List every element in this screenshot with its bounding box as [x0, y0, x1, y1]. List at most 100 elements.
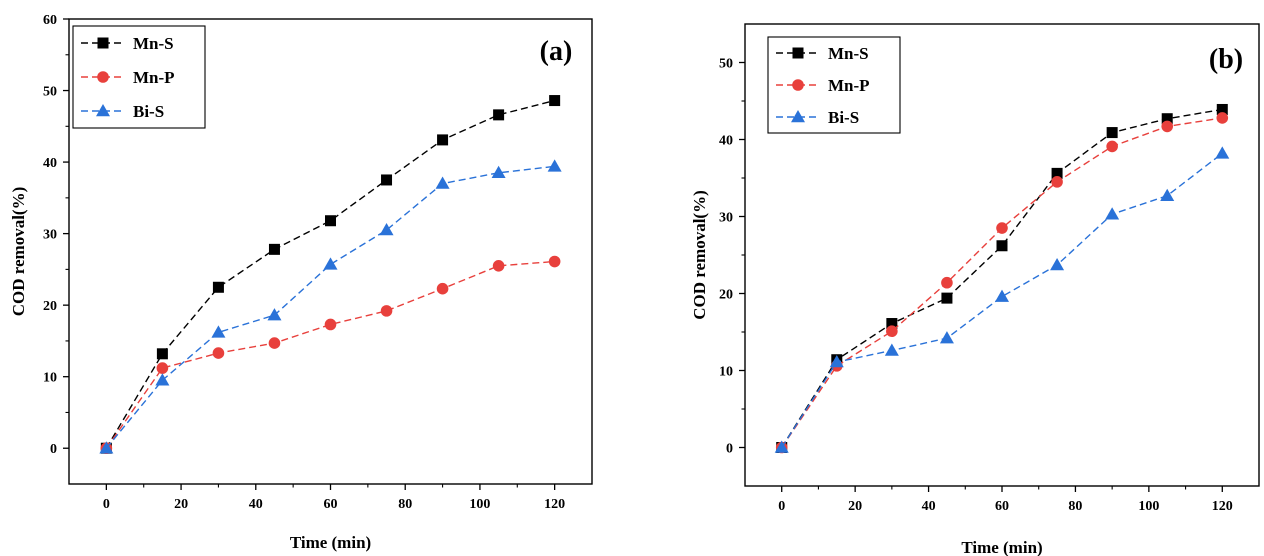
y-tick-label: 50 — [43, 85, 57, 100]
legend-label: Bi-S — [828, 108, 859, 127]
legend: Mn-S Mn-P Bi-S — [72, 25, 206, 129]
data-point — [268, 243, 280, 255]
data-point — [212, 347, 225, 359]
data-point — [1161, 113, 1173, 125]
legend: Mn-S Mn-P Bi-S — [767, 36, 901, 134]
x-tick-label: 60 — [324, 497, 338, 512]
data-point — [1050, 258, 1065, 271]
data-point — [995, 289, 1009, 302]
data-point — [1106, 127, 1118, 139]
series-line — [105, 260, 555, 449]
chart-panel-b: 0 20 40 60 80 100 120 0 10 20 30 40 50 Time (min) COD … — [690, 23, 1260, 556]
data-point — [1051, 167, 1063, 179]
data-point — [886, 325, 898, 338]
series-mn-s — [100, 95, 561, 454]
x-tick-label: 80 — [398, 497, 412, 512]
y-tick-label: 30 — [43, 228, 57, 243]
data-point — [1105, 207, 1120, 220]
y-axis-title: COD removal(%) — [690, 190, 709, 320]
data-point — [212, 281, 224, 293]
data-point — [324, 318, 337, 331]
series-line — [105, 165, 555, 449]
chart-panel-a: 0 20 40 60 80 100 120 0 10 20 30 40 50 60 Time (min) CO… — [9, 13, 593, 552]
data-point — [491, 165, 506, 179]
data-point — [155, 373, 170, 386]
y-tick-label: 0 — [726, 442, 733, 457]
data-point — [1051, 176, 1063, 188]
data-point — [1216, 112, 1229, 124]
data-point — [829, 355, 844, 368]
legend-label: Mn-P — [133, 68, 175, 87]
x-tick-label: 100 — [1138, 499, 1159, 514]
series-mn-p — [100, 255, 561, 455]
x-tick-label: 100 — [469, 497, 490, 512]
series-line — [781, 108, 1223, 448]
legend-label: Mn-S — [133, 34, 174, 53]
data-point — [211, 325, 226, 338]
data-point — [1160, 188, 1175, 201]
series-line — [781, 117, 1223, 448]
data-point — [380, 305, 393, 317]
legend-marker — [96, 104, 110, 117]
data-point — [547, 159, 562, 172]
data-point — [1215, 146, 1230, 159]
legend-marker — [97, 37, 109, 49]
y-tick-label: 50 — [719, 57, 733, 72]
data-point — [99, 441, 114, 454]
panel-label: (a) — [540, 36, 573, 67]
series-bi-s — [774, 146, 1230, 453]
series-mn-s — [776, 103, 1228, 453]
data-point — [379, 223, 394, 236]
y-tick-label: 10 — [719, 365, 733, 380]
data-point — [886, 318, 898, 330]
legend-marker — [792, 47, 804, 59]
data-point — [884, 343, 899, 356]
y-tick-label: 20 — [719, 288, 733, 303]
data-point — [996, 222, 1008, 234]
legend-marker — [791, 110, 805, 123]
data-point — [437, 134, 449, 146]
data-point — [267, 308, 282, 321]
x-tick-label: 0 — [103, 497, 110, 512]
y-axis-title: COD removal(%) — [9, 187, 28, 317]
data-point — [774, 440, 789, 453]
data-point — [436, 282, 449, 295]
y-tick-label: 0 — [50, 442, 57, 457]
data-point — [1161, 120, 1174, 133]
data-point — [323, 257, 338, 270]
y-tick-label: 40 — [719, 134, 733, 149]
x-tick-label: 0 — [778, 499, 785, 514]
data-point — [156, 348, 168, 360]
data-point — [1106, 140, 1118, 153]
series-mn-p — [775, 112, 1229, 454]
x-axis-title: Time (min) — [961, 538, 1042, 556]
y-tick-label: 20 — [43, 299, 57, 314]
legend-label: Mn-S — [828, 44, 869, 63]
data-point — [493, 109, 505, 121]
series-bi-s — [99, 159, 562, 454]
data-point — [996, 240, 1008, 252]
data-point — [941, 276, 953, 289]
y-tick-label: 10 — [43, 371, 57, 386]
x-axis-title: Time (min) — [290, 533, 371, 552]
x-tick-label: 120 — [544, 497, 565, 512]
legend-marker — [792, 79, 804, 91]
x-tick-label: 40 — [922, 499, 936, 514]
legend-label: Bi-S — [133, 102, 164, 121]
series-line — [105, 99, 555, 449]
data-point — [268, 337, 281, 349]
y-tick-label: 40 — [43, 156, 57, 171]
legend-marker — [97, 71, 109, 83]
x-tick-label: 40 — [249, 497, 263, 512]
x-tick-label: 120 — [1212, 499, 1233, 514]
x-tick-label: 80 — [1068, 499, 1082, 514]
data-point — [939, 331, 954, 344]
x-tick-label: 20 — [174, 497, 188, 512]
panel-label: (b) — [1209, 44, 1243, 75]
legend-label: Mn-P — [828, 76, 870, 95]
data-point — [156, 362, 169, 374]
data-point — [435, 176, 450, 189]
data-point — [381, 174, 393, 186]
data-point — [548, 255, 561, 268]
